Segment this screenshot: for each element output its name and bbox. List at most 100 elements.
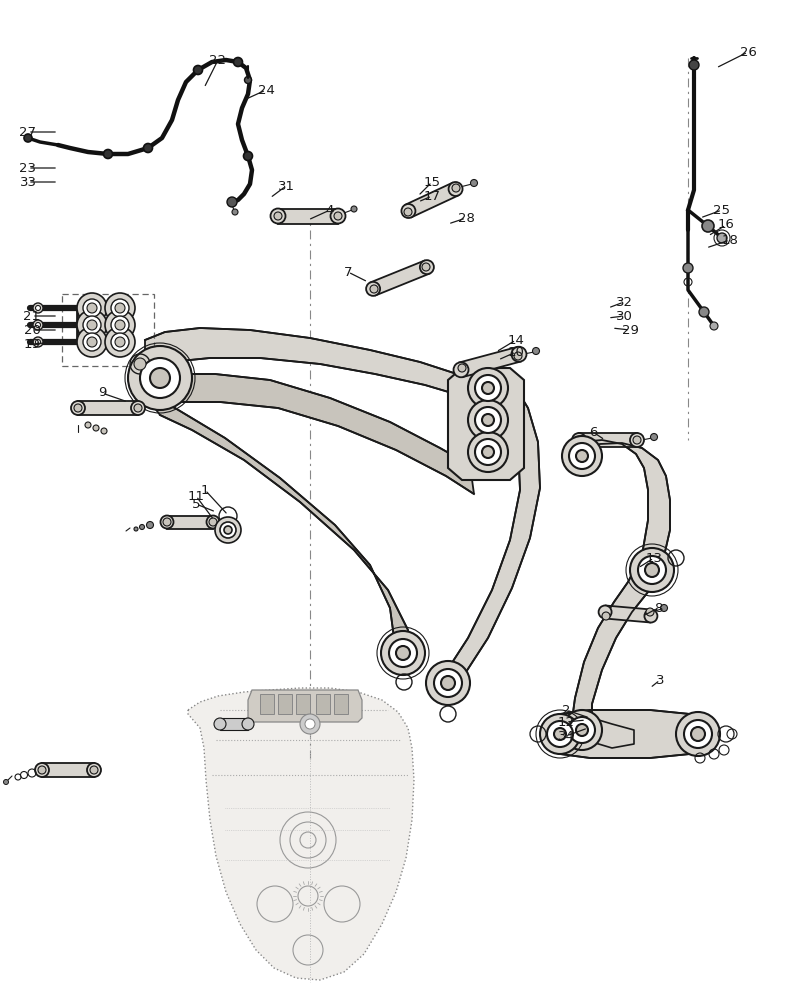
Circle shape <box>134 358 146 370</box>
Circle shape <box>87 337 97 347</box>
Circle shape <box>440 676 454 690</box>
Text: 26: 26 <box>739 45 756 58</box>
Circle shape <box>513 352 521 360</box>
Circle shape <box>633 436 640 444</box>
Bar <box>277 694 292 714</box>
Circle shape <box>208 518 217 526</box>
Circle shape <box>87 303 97 313</box>
Circle shape <box>36 306 41 310</box>
Text: 6: 6 <box>588 426 596 438</box>
Circle shape <box>553 728 565 740</box>
Circle shape <box>561 436 601 476</box>
Circle shape <box>134 404 142 412</box>
Circle shape <box>24 134 32 142</box>
Circle shape <box>422 263 430 271</box>
Circle shape <box>206 516 219 528</box>
Circle shape <box>467 432 508 472</box>
Polygon shape <box>247 690 362 722</box>
Text: 1: 1 <box>200 484 209 496</box>
Text: 14: 14 <box>507 334 524 347</box>
Circle shape <box>598 605 611 618</box>
Circle shape <box>134 527 138 531</box>
Polygon shape <box>78 401 138 415</box>
Circle shape <box>482 446 493 458</box>
Polygon shape <box>145 395 411 662</box>
Polygon shape <box>458 347 521 377</box>
Circle shape <box>77 293 107 323</box>
Circle shape <box>115 320 125 330</box>
Circle shape <box>33 303 43 313</box>
Circle shape <box>139 358 180 398</box>
Circle shape <box>71 401 85 415</box>
Circle shape <box>690 727 704 741</box>
Bar <box>62 294 154 366</box>
Circle shape <box>539 714 579 754</box>
Circle shape <box>401 204 415 218</box>
Polygon shape <box>569 440 669 722</box>
Circle shape <box>419 260 433 274</box>
Circle shape <box>150 368 169 388</box>
Circle shape <box>629 433 643 447</box>
Circle shape <box>299 714 320 734</box>
Bar <box>315 694 329 714</box>
Text: 2: 2 <box>561 704 569 716</box>
Circle shape <box>380 631 424 675</box>
Circle shape <box>467 400 508 440</box>
Text: 11: 11 <box>187 489 204 502</box>
Circle shape <box>220 522 236 538</box>
Circle shape <box>482 414 493 426</box>
Polygon shape <box>145 374 474 494</box>
Text: 22: 22 <box>209 53 226 66</box>
Bar <box>333 694 348 714</box>
Circle shape <box>601 612 609 620</box>
Text: 8: 8 <box>653 601 662 614</box>
Polygon shape <box>430 370 539 694</box>
Circle shape <box>561 710 601 750</box>
Circle shape <box>682 263 692 273</box>
Circle shape <box>470 180 477 186</box>
Circle shape <box>36 322 41 328</box>
Circle shape <box>139 524 144 530</box>
Circle shape <box>659 604 667 611</box>
Text: 24: 24 <box>257 84 274 97</box>
Circle shape <box>83 333 101 351</box>
Polygon shape <box>578 433 636 447</box>
Polygon shape <box>188 688 414 980</box>
Text: 12: 12 <box>557 716 574 728</box>
Text: 31: 31 <box>277 180 294 192</box>
Text: 27: 27 <box>19 125 36 138</box>
Circle shape <box>243 151 252 160</box>
Circle shape <box>683 720 711 748</box>
Bar <box>296 694 310 714</box>
Circle shape <box>115 303 125 313</box>
Circle shape <box>629 548 673 592</box>
Circle shape <box>234 57 242 66</box>
Circle shape <box>396 646 410 660</box>
Text: 20: 20 <box>24 324 41 336</box>
Circle shape <box>575 724 587 736</box>
Circle shape <box>547 721 573 747</box>
Circle shape <box>38 766 46 774</box>
Circle shape <box>227 197 237 207</box>
Polygon shape <box>220 718 247 730</box>
Text: 17: 17 <box>423 190 440 202</box>
Circle shape <box>270 209 285 224</box>
Text: 33: 33 <box>19 176 36 188</box>
Circle shape <box>330 209 345 224</box>
Circle shape <box>569 443 594 469</box>
Circle shape <box>111 333 129 351</box>
Circle shape <box>474 375 500 401</box>
Text: 9: 9 <box>97 386 106 399</box>
Circle shape <box>571 433 586 447</box>
Polygon shape <box>42 763 94 777</box>
Text: 29: 29 <box>620 324 637 336</box>
Circle shape <box>689 60 698 70</box>
Circle shape <box>144 143 152 152</box>
Circle shape <box>650 434 657 440</box>
Polygon shape <box>573 718 633 748</box>
Text: 21: 21 <box>24 310 41 322</box>
Circle shape <box>77 327 107 357</box>
Circle shape <box>215 517 241 543</box>
Circle shape <box>105 327 135 357</box>
Circle shape <box>33 337 43 347</box>
